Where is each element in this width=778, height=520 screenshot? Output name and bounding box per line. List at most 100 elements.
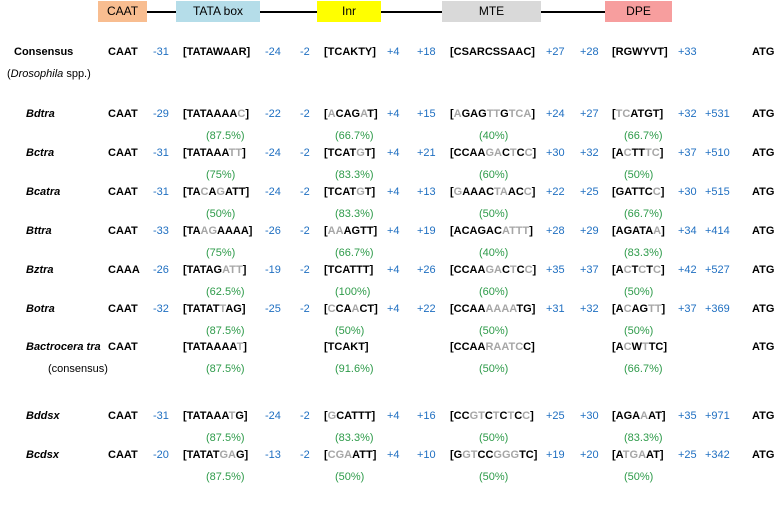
inr-sequence: [TCAKT] xyxy=(324,341,369,353)
caat-box: CAAA xyxy=(108,264,140,276)
gene-label: Bttra xyxy=(26,225,52,237)
mte-identity: (50%) xyxy=(479,432,509,444)
position-p2: -19 xyxy=(265,264,281,276)
start-codon: ATG xyxy=(752,341,775,353)
position-p6: +31 xyxy=(546,303,565,315)
position-p9: +971 xyxy=(705,410,730,422)
position-p8: +32 xyxy=(678,108,697,120)
header-connector-line xyxy=(98,11,672,13)
position-p1: -20 xyxy=(153,449,169,461)
inr-sequence: [GCATTT] xyxy=(324,410,376,422)
tata-identity: (87.5%) xyxy=(206,363,245,375)
position-p8: +35 xyxy=(678,410,697,422)
position-p5: +19 xyxy=(417,225,436,237)
position-p7: +30 xyxy=(580,410,599,422)
position-p2: -24 xyxy=(265,186,281,198)
position-p1: -33 xyxy=(153,225,169,237)
position-p4: +4 xyxy=(387,147,400,159)
gene-label: Bddsx xyxy=(26,410,60,422)
dpe-sequence: [ACWTTC] xyxy=(612,341,668,353)
tata-sequence: [TATAGATT] xyxy=(183,264,247,276)
position-p7: +20 xyxy=(580,449,599,461)
start-codon: ATG xyxy=(752,147,775,159)
position-p7: +32 xyxy=(580,147,599,159)
position-p3: -2 xyxy=(300,410,310,422)
mte-identity: (50%) xyxy=(479,363,509,375)
inr-sequence: [CCAACT] xyxy=(324,303,378,315)
position-p3: -2 xyxy=(300,46,310,58)
position-p8: +34 xyxy=(678,225,697,237)
position-p6: +19 xyxy=(546,449,565,461)
mte-sequence: [ACAGACATTT] xyxy=(450,225,533,237)
element-box-tata-box: TATA box xyxy=(176,1,260,22)
position-p6: +25 xyxy=(546,410,565,422)
start-codon: ATG xyxy=(752,303,775,315)
position-p2: -24 xyxy=(265,46,281,58)
dpe-sequence: [ACTTTC] xyxy=(612,147,664,159)
gene-label: Bcatra xyxy=(26,186,61,198)
dpe-identity: (50%) xyxy=(624,169,654,181)
tata-sequence: [TACAGATT] xyxy=(183,186,250,198)
position-p4: +4 xyxy=(387,225,400,237)
start-codon: ATG xyxy=(752,225,775,237)
mte-identity: (40%) xyxy=(479,247,509,259)
gene-label: Botra xyxy=(26,303,55,315)
inr-sequence: [TCATGT] xyxy=(324,186,376,198)
mte-identity: (50%) xyxy=(479,208,509,220)
position-p5: +10 xyxy=(417,449,436,461)
caat-box: CAAT xyxy=(108,449,138,461)
position-p3: -2 xyxy=(300,186,310,198)
position-p6: +35 xyxy=(546,264,565,276)
mte-sequence: [AGAGTTGTCA] xyxy=(450,108,535,120)
inr-sequence: [TCATTT] xyxy=(324,264,374,276)
gene-label: Bcdsx xyxy=(26,449,60,461)
caat-box: CAAT xyxy=(108,410,138,422)
position-p6: +30 xyxy=(546,147,565,159)
mte-sequence: [CCAAAAAATG] xyxy=(450,303,536,315)
gene-label: Bdtra xyxy=(26,108,55,120)
position-p7: +27 xyxy=(580,108,599,120)
inr-sequence: [ACAGAT] xyxy=(324,108,378,120)
dpe-identity: (66.7%) xyxy=(624,130,663,142)
consensus-note: (consensus) xyxy=(48,363,108,375)
position-p5: +13 xyxy=(417,186,436,198)
position-p9: +369 xyxy=(705,303,730,315)
inr-sequence: [AAAGTT] xyxy=(324,225,378,237)
dpe-identity: (50%) xyxy=(624,286,654,298)
position-p1: -31 xyxy=(153,186,169,198)
position-p5: +15 xyxy=(417,108,436,120)
tata-identity: (87.5%) xyxy=(206,130,245,142)
tata-sequence: [TATAAAAC] xyxy=(183,108,249,120)
position-p4: +4 xyxy=(387,449,400,461)
mte-sequence: [CCAAGACTCC] xyxy=(450,264,537,276)
position-p3: -2 xyxy=(300,449,310,461)
dpe-sequence: [ACTCTC] xyxy=(612,264,665,276)
dpe-identity: (83.3%) xyxy=(624,432,663,444)
gene-label: Bctra xyxy=(26,147,55,159)
position-p6: +27 xyxy=(546,46,565,58)
mte-identity: (50%) xyxy=(479,471,509,483)
position-p7: +25 xyxy=(580,186,599,198)
dpe-sequence: [AGATAA] xyxy=(612,225,665,237)
dpe-sequence: [ACAGTT] xyxy=(612,303,666,315)
inr-sequence: [CGAATT] xyxy=(324,449,377,461)
tata-sequence: [TATAAATG] xyxy=(183,410,248,422)
gene-label: Consensus xyxy=(14,46,74,58)
position-p1: -31 xyxy=(153,410,169,422)
start-codon: ATG xyxy=(752,449,775,461)
position-p4: +4 xyxy=(387,303,400,315)
tata-identity: (50%) xyxy=(206,208,236,220)
position-p5: +26 xyxy=(417,264,436,276)
inr-sequence: [TCATGT] xyxy=(324,147,376,159)
gene-label: Bactrocera tra xyxy=(26,341,101,353)
position-p7: +32 xyxy=(580,303,599,315)
element-box-mte: MTE xyxy=(442,1,541,22)
mte-identity: (40%) xyxy=(479,130,509,142)
tata-identity: (87.5%) xyxy=(206,325,245,337)
caat-box: CAAT xyxy=(108,186,138,198)
position-p2: -13 xyxy=(265,449,281,461)
start-codon: ATG xyxy=(752,108,775,120)
inr-identity: (66.7%) xyxy=(335,130,374,142)
dpe-sequence: [AGAAAT] xyxy=(612,410,666,422)
